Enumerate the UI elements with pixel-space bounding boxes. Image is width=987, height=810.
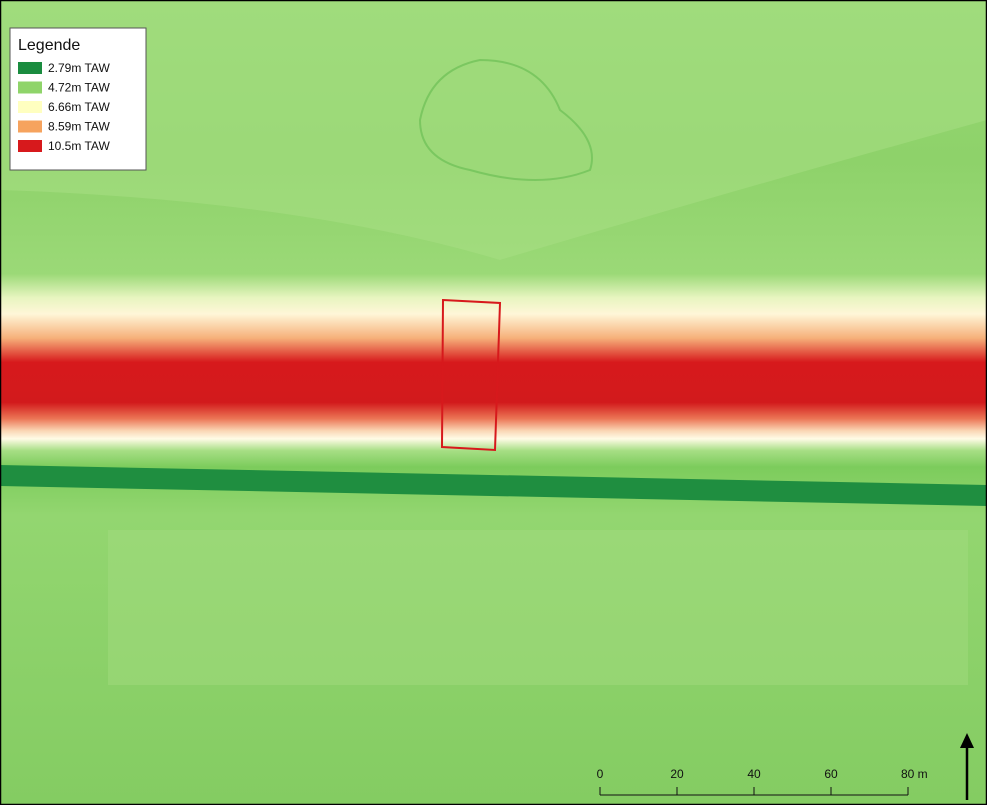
legend-label: 8.59m TAW [48, 120, 110, 134]
field [108, 530, 968, 685]
scale-label: 80 m [901, 767, 928, 781]
map: Legende 2.79m TAW 4.72m TAW 6.66m TAW 8.59m… [0, 0, 987, 805]
legend-swatch [18, 140, 42, 152]
legend-swatch [18, 82, 42, 94]
legend-label: 4.72m TAW [48, 81, 110, 95]
scale-label: 60 [824, 767, 838, 781]
legend-swatch [18, 121, 42, 133]
scale-label: 0 [597, 767, 604, 781]
legend-label: 10.5m TAW [48, 139, 110, 153]
legend-label: 6.66m TAW [48, 100, 110, 114]
legend-swatch [18, 62, 42, 74]
legend: Legende 2.79m TAW 4.72m TAW 6.66m TAW 8.59m… [10, 28, 146, 170]
legend-title: Legende [18, 37, 80, 54]
legend-swatch [18, 101, 42, 113]
scale-label: 40 [747, 767, 761, 781]
scale-label: 20 [670, 767, 684, 781]
legend-label: 2.79m TAW [48, 61, 110, 75]
